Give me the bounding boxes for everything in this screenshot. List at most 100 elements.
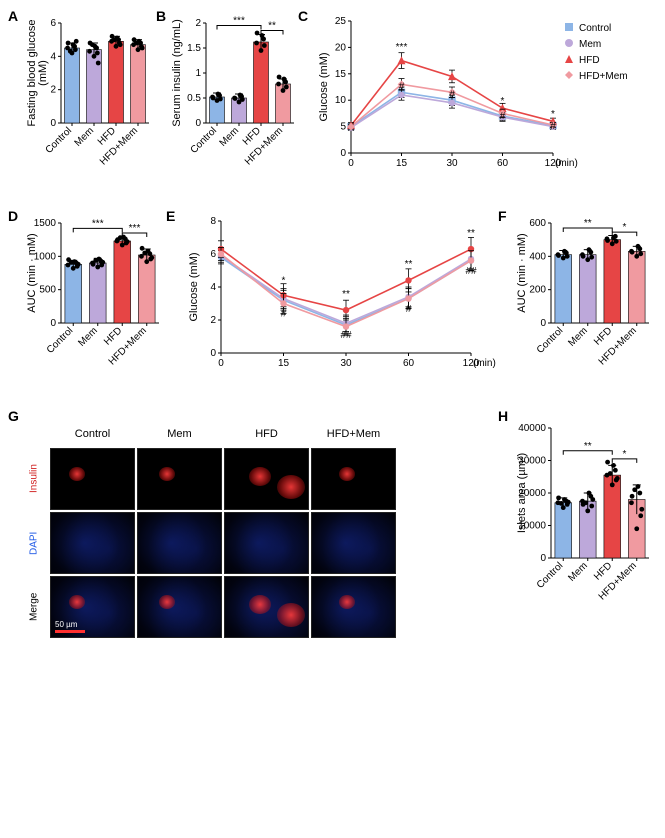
micrograph-row-label: DAPI <box>20 512 48 574</box>
svg-text:AUC (min · mM): AUC (min · mM) <box>516 233 528 312</box>
svg-text:**: ** <box>268 21 276 32</box>
svg-text:***: *** <box>92 218 104 229</box>
svg-text:0: 0 <box>540 553 546 564</box>
micrograph-column-label: HFD <box>224 428 309 446</box>
svg-text:5: 5 <box>340 122 346 133</box>
svg-text:500: 500 <box>39 285 56 296</box>
panel-label-c: C <box>298 8 308 24</box>
svg-text:***: *** <box>396 42 408 53</box>
svg-text:Control: Control <box>535 560 566 591</box>
svg-text:40000: 40000 <box>518 423 546 434</box>
svg-text:1.5: 1.5 <box>187 43 201 54</box>
svg-text:Mem: Mem <box>73 125 97 149</box>
panel-g-micrographs: ControlMemHFDHFD+MemInsulinDAPIMerge50 µ… <box>20 428 396 638</box>
svg-text:0: 0 <box>540 318 546 329</box>
micrograph-cell <box>224 512 309 574</box>
svg-text:Mem: Mem <box>579 39 601 50</box>
svg-text:0: 0 <box>340 148 346 159</box>
svg-text:#: # <box>550 121 556 132</box>
panel-d-chart: 050010001500AUC (min · mM)ControlMemHFDH… <box>23 213 163 383</box>
svg-text:Mem: Mem <box>566 325 590 349</box>
svg-text:**: ** <box>467 228 475 239</box>
svg-text:Control: Control <box>45 325 76 356</box>
svg-text:Control: Control <box>579 23 611 34</box>
svg-text:**: ** <box>342 289 350 300</box>
svg-text:#: # <box>406 304 412 315</box>
micrograph-cell <box>311 512 396 574</box>
micrograph-cell <box>50 448 135 510</box>
panel-c-chart: 05101520250153060120(min)Glucose (mM)***… <box>313 13 653 183</box>
svg-text:2: 2 <box>50 85 56 96</box>
svg-text:30: 30 <box>446 158 458 169</box>
svg-text:Mem: Mem <box>566 560 590 584</box>
svg-text:Mem: Mem <box>218 125 242 149</box>
svg-text:AUC (min · mM): AUC (min · mM) <box>26 233 38 312</box>
svg-text:400: 400 <box>529 251 546 262</box>
micrograph-cell: 50 µm <box>50 576 135 638</box>
panel-label-g: G <box>8 408 19 424</box>
svg-text:6: 6 <box>50 18 56 29</box>
micrograph-row-label: Merge <box>20 576 48 638</box>
svg-text:*: * <box>623 222 627 233</box>
micrograph-cell <box>311 576 396 638</box>
svg-text:60: 60 <box>497 158 509 169</box>
panel-label-a: A <box>8 8 18 24</box>
svg-text:**: ** <box>584 218 592 229</box>
svg-text:Mem: Mem <box>76 325 100 349</box>
svg-text:0: 0 <box>50 318 56 329</box>
svg-text:0: 0 <box>348 158 354 169</box>
micrograph-column-label: Mem <box>137 428 222 446</box>
svg-text:0: 0 <box>210 348 216 359</box>
svg-text:#: # <box>449 90 455 101</box>
svg-text:*: * <box>282 276 286 287</box>
micrograph-column-label: Control <box>50 428 135 446</box>
svg-text:20: 20 <box>335 42 347 53</box>
micrograph-cell <box>137 576 222 638</box>
svg-text:2: 2 <box>195 18 201 29</box>
svg-text:(mM): (mM) <box>37 60 49 86</box>
svg-text:##: ## <box>465 266 477 277</box>
svg-text:600: 600 <box>529 218 546 229</box>
svg-text:#: # <box>281 309 287 320</box>
svg-text:HFD: HFD <box>579 55 600 66</box>
svg-text:Glucose (mM): Glucose (mM) <box>188 252 200 321</box>
micrograph-row-label: Insulin <box>20 448 48 510</box>
figure-root: A B C D E F G H 0246Fasting blood glucos… <box>8 8 657 830</box>
micrograph-cell <box>137 448 222 510</box>
svg-text:60: 60 <box>403 358 415 369</box>
svg-text:8: 8 <box>210 216 216 227</box>
micrograph-cell <box>224 576 309 638</box>
svg-text:*: * <box>501 96 505 107</box>
svg-text:*: * <box>551 109 555 120</box>
panel-b-chart: 00.511.52Serum insulin (ng/mL)ControlMem… <box>168 13 298 183</box>
micrograph-cell <box>137 512 222 574</box>
panel-f-chart: 0200400600AUC (min · mM)ControlMemHFDHFD… <box>513 213 653 383</box>
svg-text:200: 200 <box>529 285 546 296</box>
svg-text:Serum insulin (ng/mL): Serum insulin (ng/mL) <box>171 19 183 127</box>
svg-text:(min): (min) <box>555 158 578 169</box>
svg-text:4: 4 <box>50 51 56 62</box>
micrograph-cell <box>311 448 396 510</box>
svg-text:0: 0 <box>218 358 224 369</box>
svg-text:#: # <box>500 111 506 122</box>
svg-text:15: 15 <box>396 158 408 169</box>
svg-text:##: ## <box>340 330 352 341</box>
svg-text:***: *** <box>233 16 245 27</box>
svg-text:HFD+Mem: HFD+Mem <box>579 71 628 82</box>
panel-a-chart: 0246Fasting blood glucose(mM)ControlMemH… <box>23 13 153 183</box>
svg-text:0: 0 <box>195 118 201 129</box>
svg-text:0.5: 0.5 <box>187 93 201 104</box>
svg-text:*: * <box>623 449 627 460</box>
svg-text:***: *** <box>129 223 141 234</box>
svg-text:6: 6 <box>210 249 216 260</box>
svg-text:Control: Control <box>535 325 566 356</box>
panel-label-e: E <box>166 208 175 224</box>
svg-text:(min): (min) <box>473 358 496 369</box>
svg-text:Control: Control <box>189 125 220 156</box>
svg-text:Islets area (µm²): Islets area (µm²) <box>516 453 528 533</box>
svg-text:0: 0 <box>50 118 56 129</box>
svg-text:1500: 1500 <box>34 218 57 229</box>
svg-text:25: 25 <box>335 16 347 27</box>
svg-text:15: 15 <box>335 69 347 80</box>
panel-e-chart: 024680153060120(min)Glucose (mM)*#**##**… <box>183 213 483 383</box>
